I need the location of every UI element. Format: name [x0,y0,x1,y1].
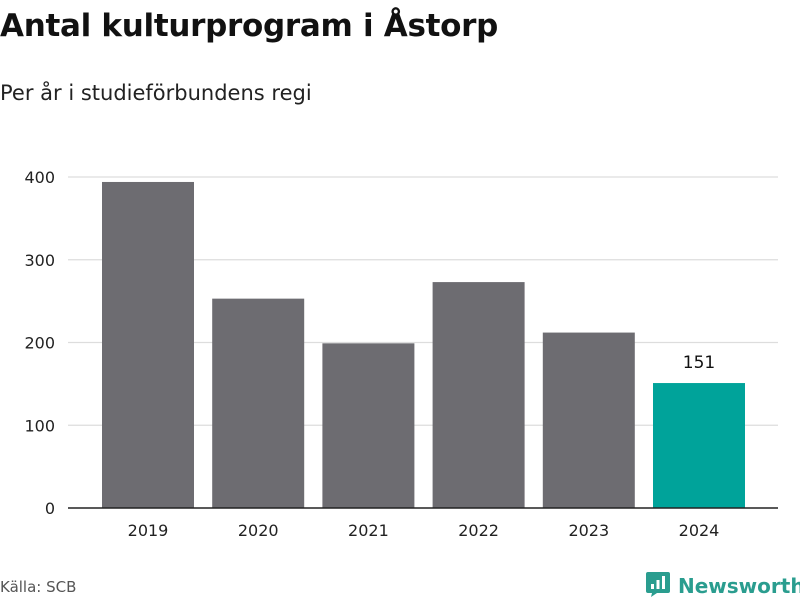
data-labels: 151 [683,353,715,373]
newsworthy-logo-icon [645,570,671,602]
chart-subtitle: Per år i studieförbundens regi [0,81,312,105]
bar-2020 [212,298,305,508]
x-axis-tick-labels: 2019 2020 2021 2022 2023 2024 [128,521,720,540]
y-tick-label: 0 [45,499,55,518]
bar-2019 [102,181,194,508]
x-tick-label: 2019 [128,521,169,540]
bar-2022 [432,282,525,508]
x-tick-label: 2021 [348,521,389,540]
y-tick-label: 200 [24,334,55,353]
chart-title: Antal kulturprogram i Åstorp [0,8,499,44]
y-tick-label: 300 [24,251,55,270]
bars [102,181,745,508]
bar-2024 [653,383,745,508]
y-tick-label: 400 [24,168,55,187]
brand-logo[interactable]: Newsworthy [645,570,800,602]
data-label: 151 [683,353,715,373]
x-tick-label: 2022 [458,521,499,540]
bar-2021 [322,343,415,508]
x-tick-label: 2023 [568,521,609,540]
x-tick-label: 2020 [238,521,279,540]
y-axis-tick-labels: 0 100 200 300 400 [24,168,55,518]
x-tick-label: 2024 [679,521,720,540]
brand-name: Newsworthy [678,574,800,598]
source-note: Källa: SCB [0,578,77,596]
y-tick-label: 100 [24,416,55,435]
bar-2023 [542,332,635,508]
